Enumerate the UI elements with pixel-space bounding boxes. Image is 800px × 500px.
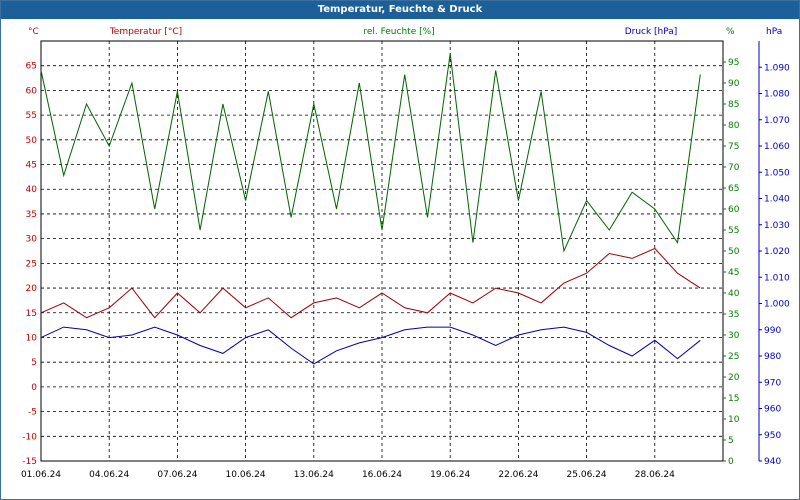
humidity-tick-label: 0 [728, 457, 734, 467]
temperature-tick-label: 0 [31, 383, 37, 393]
humidity-axis-label: rel. Feuchte [%] [363, 27, 434, 37]
temperature-tick-label: 40 [26, 185, 38, 195]
x-tick-label: 19.06.24 [430, 470, 470, 480]
x-tick-label: 01.06.24 [21, 470, 61, 480]
humidity-unit-label: % [726, 27, 735, 37]
temperature-tick-label: 55 [26, 111, 37, 121]
pressure-tick-label: 1.060 [764, 142, 790, 152]
pressure-tick-label: 1.040 [764, 195, 790, 205]
temperature-tick-label: 50 [26, 136, 38, 146]
temperature-tick-label: 10 [26, 333, 38, 343]
humidity-tick-label: 40 [728, 289, 740, 299]
pressure-tick-label: 1.070 [764, 116, 790, 126]
humidity-tick-label: 15 [728, 394, 739, 404]
humidity-tick-label: 95 [728, 58, 739, 68]
x-tick-label: 13.06.24 [294, 470, 334, 480]
humidity-tick-label: 75 [728, 142, 739, 152]
series-line-pressure [40, 326, 701, 365]
temperature-tick-label: 45 [26, 161, 37, 171]
humidity-tick-label: 5 [728, 436, 734, 446]
x-tick-label: 25.06.24 [567, 470, 607, 480]
humidity-tick-label: 20 [728, 373, 740, 383]
pressure-tick-label: 1.020 [764, 247, 790, 257]
temperature-tick-label: 65 [26, 62, 37, 72]
temperature-tick-label: 15 [26, 309, 37, 319]
humidity-tick-label: 85 [728, 100, 739, 110]
pressure-axis-label: Druck [hPa] [625, 27, 678, 37]
pressure-tick-label: 940 [764, 457, 781, 467]
temperature-tick-label: -5 [28, 408, 37, 418]
humidity-tick-label: 55 [728, 226, 739, 236]
pressure-tick-label: 950 [764, 431, 781, 441]
temperature-tick-label: 30 [26, 235, 38, 245]
temperature-tick-label: 20 [26, 284, 38, 294]
x-tick-label: 07.06.24 [157, 470, 197, 480]
pressure-tick-label: 960 [764, 405, 781, 415]
humidity-tick-label: 70 [728, 163, 740, 173]
pressure-tick-label: 1.000 [764, 300, 790, 310]
humidity-tick-label: 65 [728, 184, 739, 194]
series-line-temperature [40, 247, 701, 319]
pressure-tick-label: 1.030 [764, 221, 790, 231]
pressure-tick-label: 970 [764, 378, 781, 388]
humidity-tick-label: 10 [728, 415, 740, 425]
temperature-tick-label: 5 [31, 358, 37, 368]
humidity-tick-label: 80 [728, 121, 740, 131]
x-tick-label: 16.06.24 [362, 470, 402, 480]
window-title: Temperatur, Feuchte & Druck [1, 1, 799, 19]
temperature-tick-label: 60 [26, 86, 38, 96]
humidity-tick-label: 45 [728, 268, 739, 278]
x-tick-label: 04.06.24 [89, 470, 129, 480]
x-tick-label: 28.06.24 [635, 470, 675, 480]
temperature-tick-label: 25 [26, 259, 37, 269]
temperature-unit-label: °C [28, 27, 39, 37]
temperature-axis-label: Temperatur [°C] [109, 27, 182, 37]
pressure-unit-label: hPa [766, 27, 782, 37]
humidity-tick-label: 60 [728, 205, 740, 215]
pressure-tick-label: 1.050 [764, 168, 790, 178]
pressure-tick-label: 990 [764, 326, 781, 336]
humidity-tick-label: 90 [728, 79, 740, 89]
chart-canvas: -15-10-50510152025303540455055606501.06.… [21, 27, 790, 480]
humidity-tick-label: 25 [728, 352, 739, 362]
x-tick-label: 22.06.24 [498, 470, 538, 480]
pressure-tick-label: 1.080 [764, 90, 790, 100]
humidity-tick-label: 35 [728, 310, 739, 320]
series-line-humidity [40, 53, 701, 253]
temperature-tick-label: -15 [22, 457, 37, 467]
humidity-tick-label: 30 [728, 331, 740, 341]
pressure-tick-label: 1.010 [764, 273, 790, 283]
temperature-tick-label: 35 [26, 210, 37, 220]
pressure-tick-label: 980 [764, 352, 781, 362]
temperature-tick-label: -10 [22, 432, 37, 442]
x-tick-label: 10.06.24 [226, 470, 266, 480]
humidity-tick-label: 50 [728, 247, 740, 257]
pressure-tick-label: 1.090 [764, 63, 790, 73]
